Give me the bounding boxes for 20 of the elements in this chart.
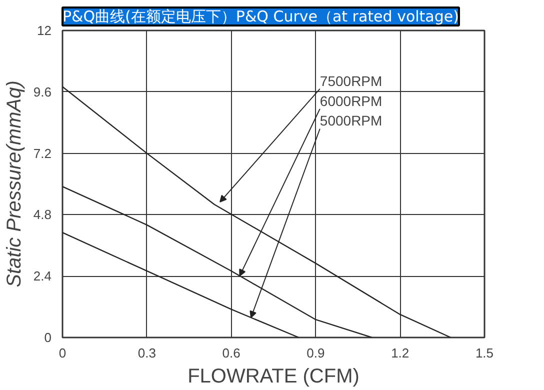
x-tick-label: 0.6: [222, 346, 240, 360]
line-series: [62, 232, 300, 338]
x-tick-label: 1.2: [391, 346, 410, 360]
line-series: [62, 86, 452, 338]
y-tick-label: 9.6: [33, 84, 52, 100]
y-tick-label: 2.4: [33, 268, 52, 284]
chart-title: P&Q曲线(在额定电压下）P&Q Curve（at rated voltage): [62, 8, 459, 26]
x-tick-label: 0: [58, 346, 66, 360]
y-tick-label: 4.8: [33, 207, 52, 222]
y-tick-label: 0: [44, 330, 52, 345]
y-tick-label: 12: [37, 23, 52, 38]
y-axis-title: Static Pressure(mmAq): [3, 80, 26, 288]
x-tick-label: 1.5: [475, 346, 494, 360]
annotation: 7500RPM: [320, 72, 382, 89]
x-tick-label: 0.9: [306, 346, 325, 360]
annotation: 5000RPM: [320, 112, 382, 129]
annotation: 6000RPM: [320, 92, 382, 109]
x-tick-label: 0.3: [138, 346, 156, 360]
y-tick-label: 7.2: [33, 146, 52, 161]
x-axis-title: FLOWRATE (CFM): [188, 366, 360, 388]
